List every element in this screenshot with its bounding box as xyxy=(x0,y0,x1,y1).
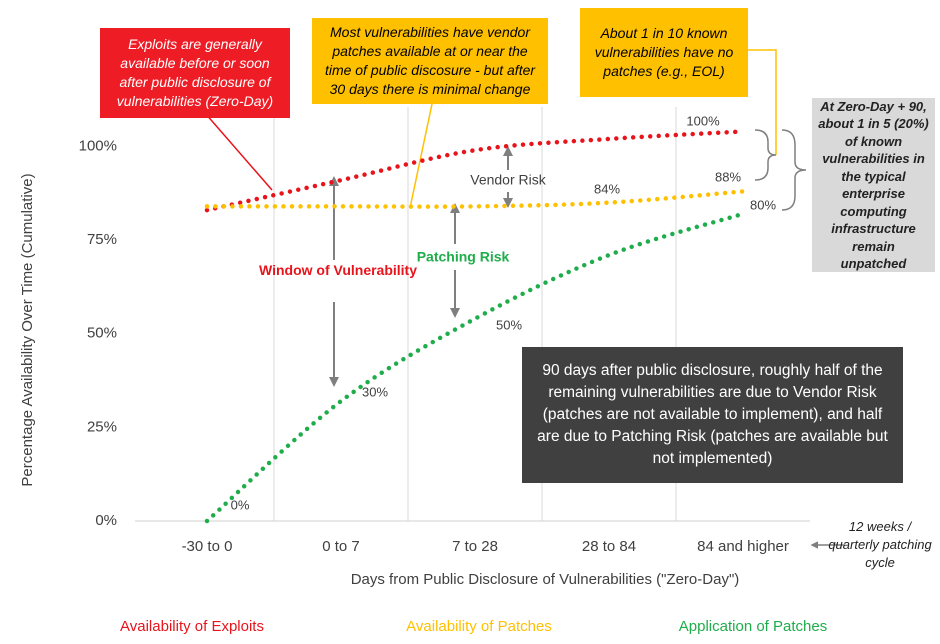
curves xyxy=(204,129,746,524)
x-tick-label: 0 to 7 xyxy=(322,538,360,555)
leader-line xyxy=(409,103,433,209)
curve-label: 50% xyxy=(496,317,522,332)
curve-label: 80% xyxy=(750,197,776,212)
y-tick-label: 75% xyxy=(87,231,117,248)
exploits-callout: Exploits are generally available before … xyxy=(100,28,290,118)
curve-label: 84% xyxy=(594,181,620,196)
patches-callout: Most vulnerabilities have vendor patches… xyxy=(312,18,548,104)
y-tick-label: 25% xyxy=(87,418,117,435)
patching-risk-label: Patching Risk xyxy=(417,249,510,265)
x-tick-label: -30 to 0 xyxy=(182,538,233,555)
y-axis-title: Percentage Availability Over Time (Cumul… xyxy=(19,173,36,486)
leader-line xyxy=(204,112,273,191)
y-tick-label: 0% xyxy=(95,512,117,529)
eol-callout: About 1 in 10 known vulnerabilities have… xyxy=(580,8,748,97)
x-tick-label: 84 and higher xyxy=(697,538,789,555)
legend-entry: Availability of Patches xyxy=(406,618,552,635)
curve-label: 88% xyxy=(715,169,741,184)
series-line xyxy=(204,211,746,524)
curve-label: 30% xyxy=(362,384,388,399)
legend: Availability of Exploits Availability of … xyxy=(120,618,827,635)
y-tick-label: 100% xyxy=(79,137,117,154)
unpatched-callout: At Zero-Day + 90, about 1 in 5 (20%) of … xyxy=(812,98,935,272)
legend-entry: Availability of Exploits xyxy=(120,618,264,635)
x-tick-label: 28 to 84 xyxy=(582,538,636,555)
x-tick-label: 7 to 28 xyxy=(452,538,498,555)
window-label: Window of Vulnerability xyxy=(259,262,417,278)
leader-line xyxy=(748,49,777,155)
series-line xyxy=(204,189,746,209)
vendor-risk-label: Vendor Risk xyxy=(470,172,546,188)
summary-callout: 90 days after public disclosure, roughly… xyxy=(522,347,903,483)
bracket xyxy=(781,129,807,211)
x-axis-title: Days from Public Disclosure of Vulnerabi… xyxy=(351,571,740,588)
curve-label: 100% xyxy=(686,113,720,128)
cycle-note: 12 weeks / quarterly patching cycle xyxy=(828,519,932,570)
bracket xyxy=(754,129,777,181)
curve-label: 0% xyxy=(231,497,250,512)
window-label-text: Window of Vulnerability xyxy=(259,262,417,278)
y-tick-label: 50% xyxy=(87,325,117,342)
legend-entry: Application of Patches xyxy=(679,618,827,635)
